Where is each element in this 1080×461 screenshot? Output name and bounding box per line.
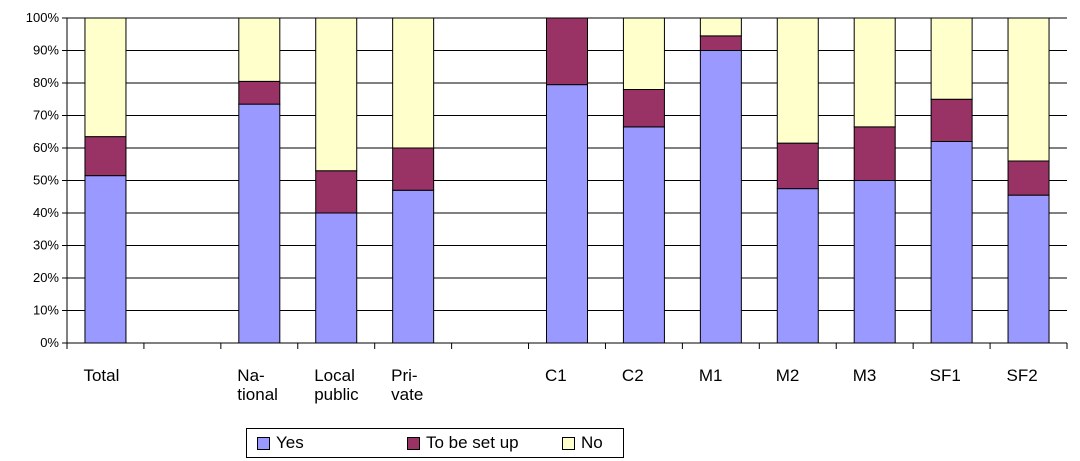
y-tick-label: 90% — [33, 43, 59, 58]
category-label: Total — [83, 366, 119, 385]
legend-item-to-be-set-up: To be set up — [407, 429, 519, 457]
y-tick-label: 10% — [33, 303, 59, 318]
legend-item-no: No — [562, 429, 603, 457]
category-label: M3 — [853, 366, 877, 385]
y-tick-label: 70% — [33, 108, 59, 123]
bar-segment-yes — [238, 103, 281, 344]
bar-segment-no — [776, 17, 819, 144]
bar-segment-yes — [699, 50, 742, 344]
category-label: M1 — [699, 366, 723, 385]
category-label: Pri- — [391, 366, 417, 385]
category-label: Na- — [237, 366, 264, 385]
bar-segment-to-be-set-up — [546, 17, 588, 86]
bar-segment-yes — [546, 84, 588, 344]
bar-segment-no — [853, 17, 896, 128]
y-tick-label: 80% — [33, 75, 59, 90]
legend-swatch-no — [562, 436, 575, 450]
legend-swatch-yes — [257, 436, 270, 450]
legend-label-no: No — [581, 433, 603, 452]
bar-segment-yes — [776, 188, 819, 344]
bar-segment-to-be-set-up — [930, 98, 973, 142]
bar-segment-to-be-set-up — [392, 147, 435, 191]
bar-segment-to-be-set-up — [315, 170, 358, 214]
category-label: SF2 — [1007, 366, 1038, 385]
category-label: vate — [391, 385, 423, 404]
stacked-bar-chart: 0% 10% 20% 30% 40% 50% 60% 70% 80% 90% 100% Total Na… — [26, 10, 1068, 404]
bar-segment-to-be-set-up — [84, 136, 127, 177]
bar-segment-yes — [84, 175, 127, 344]
category-label: M2 — [776, 366, 800, 385]
bar-segment-to-be-set-up — [1007, 160, 1050, 196]
y-tick-label: 40% — [33, 205, 59, 220]
bar-segment-yes — [622, 126, 665, 344]
category-label: C1 — [545, 366, 567, 385]
y-tick-label: 30% — [33, 238, 59, 253]
bar-segment-no — [930, 17, 973, 100]
bar-segment-no — [1007, 17, 1050, 162]
category-label: Local — [314, 366, 355, 385]
category-label: public — [314, 385, 359, 404]
category-label: C2 — [622, 366, 644, 385]
bar-segment-no — [699, 17, 742, 37]
bar-segment-to-be-set-up — [622, 89, 665, 128]
legend-swatch-to-be-set-up — [407, 436, 420, 450]
y-tick-label: 20% — [33, 270, 59, 285]
bar-segment-yes — [930, 141, 973, 344]
bar-segment-to-be-set-up — [853, 126, 896, 181]
y-tick-label: 60% — [33, 140, 59, 155]
y-tick-label: 100% — [26, 10, 60, 25]
legend-label-yes: Yes — [276, 433, 304, 452]
bar-segment-yes — [392, 189, 435, 344]
bar-segment-to-be-set-up — [238, 80, 281, 105]
category-label: tional — [237, 385, 278, 404]
legend-label-to-be-set-up: To be set up — [426, 433, 519, 452]
category-label: SF1 — [930, 366, 961, 385]
bar-segment-yes — [315, 212, 358, 344]
y-tick-label: 0% — [40, 335, 59, 350]
y-tick-label: 50% — [33, 173, 59, 188]
bar-segment-yes — [1007, 194, 1050, 344]
bar-segment-no — [84, 17, 127, 138]
bar-segment-no — [392, 17, 435, 149]
bar-segment-yes — [853, 180, 896, 344]
bar-segment-no — [315, 17, 358, 172]
bar-segment-to-be-set-up — [699, 35, 742, 51]
bar-segment-to-be-set-up — [776, 142, 819, 190]
bar-segment-no — [622, 17, 665, 90]
legend: Yes To be set up No — [246, 428, 624, 458]
bar-segment-no — [238, 17, 281, 82]
legend-item-yes: Yes — [257, 429, 304, 457]
